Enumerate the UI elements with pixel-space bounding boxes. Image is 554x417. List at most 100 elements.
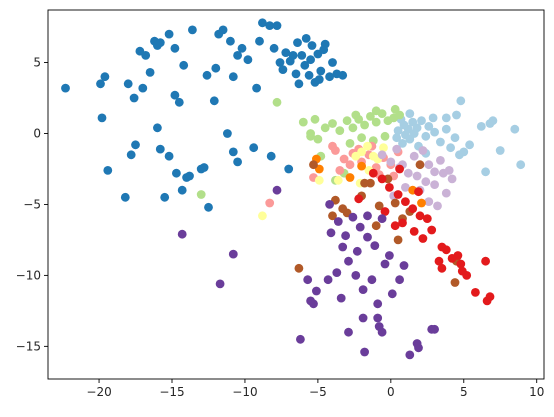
scatter-point — [386, 157, 396, 167]
scatter-point — [456, 96, 466, 106]
scatter-point — [172, 168, 181, 178]
scatter-point — [385, 251, 394, 260]
x-axis: −20 −15 −10 −5 0 5 10 — [86, 379, 544, 399]
scatter-point — [360, 347, 369, 357]
scatter-point — [441, 113, 451, 123]
scatter-point — [303, 275, 313, 285]
scatter-point — [332, 268, 342, 277]
scatter-point — [177, 185, 187, 195]
x-tick-label: 5 — [460, 385, 468, 399]
scatter-point — [436, 137, 445, 147]
scatter-point — [395, 164, 404, 174]
scatter-point — [61, 83, 70, 93]
scatter-point — [338, 242, 348, 252]
scatter-point — [348, 212, 358, 222]
scatter-point — [336, 293, 346, 303]
scatter-point — [164, 151, 174, 161]
scatter-point — [252, 83, 261, 93]
scatter-point — [97, 113, 107, 123]
scatter-point — [344, 256, 353, 266]
scatter-point — [233, 51, 243, 60]
scatter-point — [328, 141, 337, 151]
scatter-point — [516, 160, 526, 170]
scatter-point — [155, 144, 165, 154]
x-tick-label: −10 — [232, 385, 257, 399]
scatter-point — [309, 160, 318, 170]
scatter-point — [164, 29, 174, 39]
scatter-point — [409, 129, 419, 138]
y-tick-label: 5 — [33, 56, 41, 70]
scatter-point — [218, 25, 228, 35]
y-tick-label: −5 — [23, 197, 41, 211]
scatter-point — [370, 241, 380, 251]
scatter-point — [272, 97, 282, 107]
scatter-point — [367, 275, 377, 285]
scatter-point — [296, 334, 305, 344]
x-tick-label: −5 — [309, 385, 327, 399]
scatter-point — [371, 106, 381, 116]
scatter-point — [399, 261, 409, 270]
x-tick-label: −20 — [86, 385, 111, 399]
scatter-point — [357, 161, 366, 171]
scatter-point — [412, 171, 422, 181]
scatter-point — [328, 58, 337, 67]
scatter-point — [373, 313, 383, 323]
scatter-point — [100, 72, 110, 82]
scatter-point — [444, 166, 454, 175]
scatter-point — [293, 38, 302, 47]
scatter-point — [415, 211, 425, 221]
scatter-point — [357, 147, 366, 157]
scatter-point — [390, 104, 400, 114]
scatter-point — [202, 70, 212, 80]
scatter-point — [300, 60, 310, 70]
scatter-point — [358, 313, 368, 323]
scatter-point — [333, 175, 343, 185]
plot-frame — [47, 9, 545, 380]
scatter-point — [160, 192, 170, 202]
scatter-point — [441, 245, 451, 255]
scatter-point — [481, 256, 490, 266]
scatter-point — [344, 327, 353, 337]
scatter-point — [417, 198, 426, 208]
scatter-point — [421, 177, 431, 187]
y-tick-label: 0 — [33, 126, 41, 140]
scatter-point — [298, 117, 308, 127]
scatter-point — [297, 51, 307, 60]
scatter-point — [179, 60, 189, 70]
scatter-point — [363, 141, 372, 151]
x-tick-label: 10 — [529, 385, 544, 399]
scatter-point — [360, 120, 369, 130]
scatter-point — [226, 36, 235, 46]
scatter-point — [348, 123, 358, 133]
scatter-point — [393, 235, 403, 245]
scatter-point — [392, 133, 402, 143]
scatter-point — [471, 288, 480, 297]
scatter-point — [196, 190, 206, 199]
scatter-point — [430, 180, 439, 190]
scatter-point — [316, 66, 326, 76]
scatter-point — [269, 43, 279, 53]
scatter-point — [120, 192, 130, 202]
scatter-point — [430, 167, 439, 177]
scatter-point — [380, 259, 390, 269]
scatter-point — [368, 168, 378, 178]
scatter-point — [385, 183, 394, 192]
scatter-point — [265, 21, 275, 30]
scatter-point — [307, 41, 317, 50]
scatter-point — [488, 116, 498, 126]
scatter-point — [328, 119, 337, 128]
scatter-point — [358, 285, 368, 294]
scatter-point — [380, 131, 390, 141]
scatter-point — [96, 79, 105, 89]
scatter-point — [288, 51, 298, 60]
scatter-point — [352, 246, 362, 256]
scatter-point — [428, 113, 438, 123]
scatter-point — [155, 38, 165, 47]
scatter-point — [265, 198, 275, 208]
scatter-point — [452, 110, 461, 120]
scatter-point — [427, 225, 437, 235]
scatter-point — [510, 124, 520, 134]
scatter-point — [335, 126, 345, 135]
scatter-point — [284, 164, 294, 174]
